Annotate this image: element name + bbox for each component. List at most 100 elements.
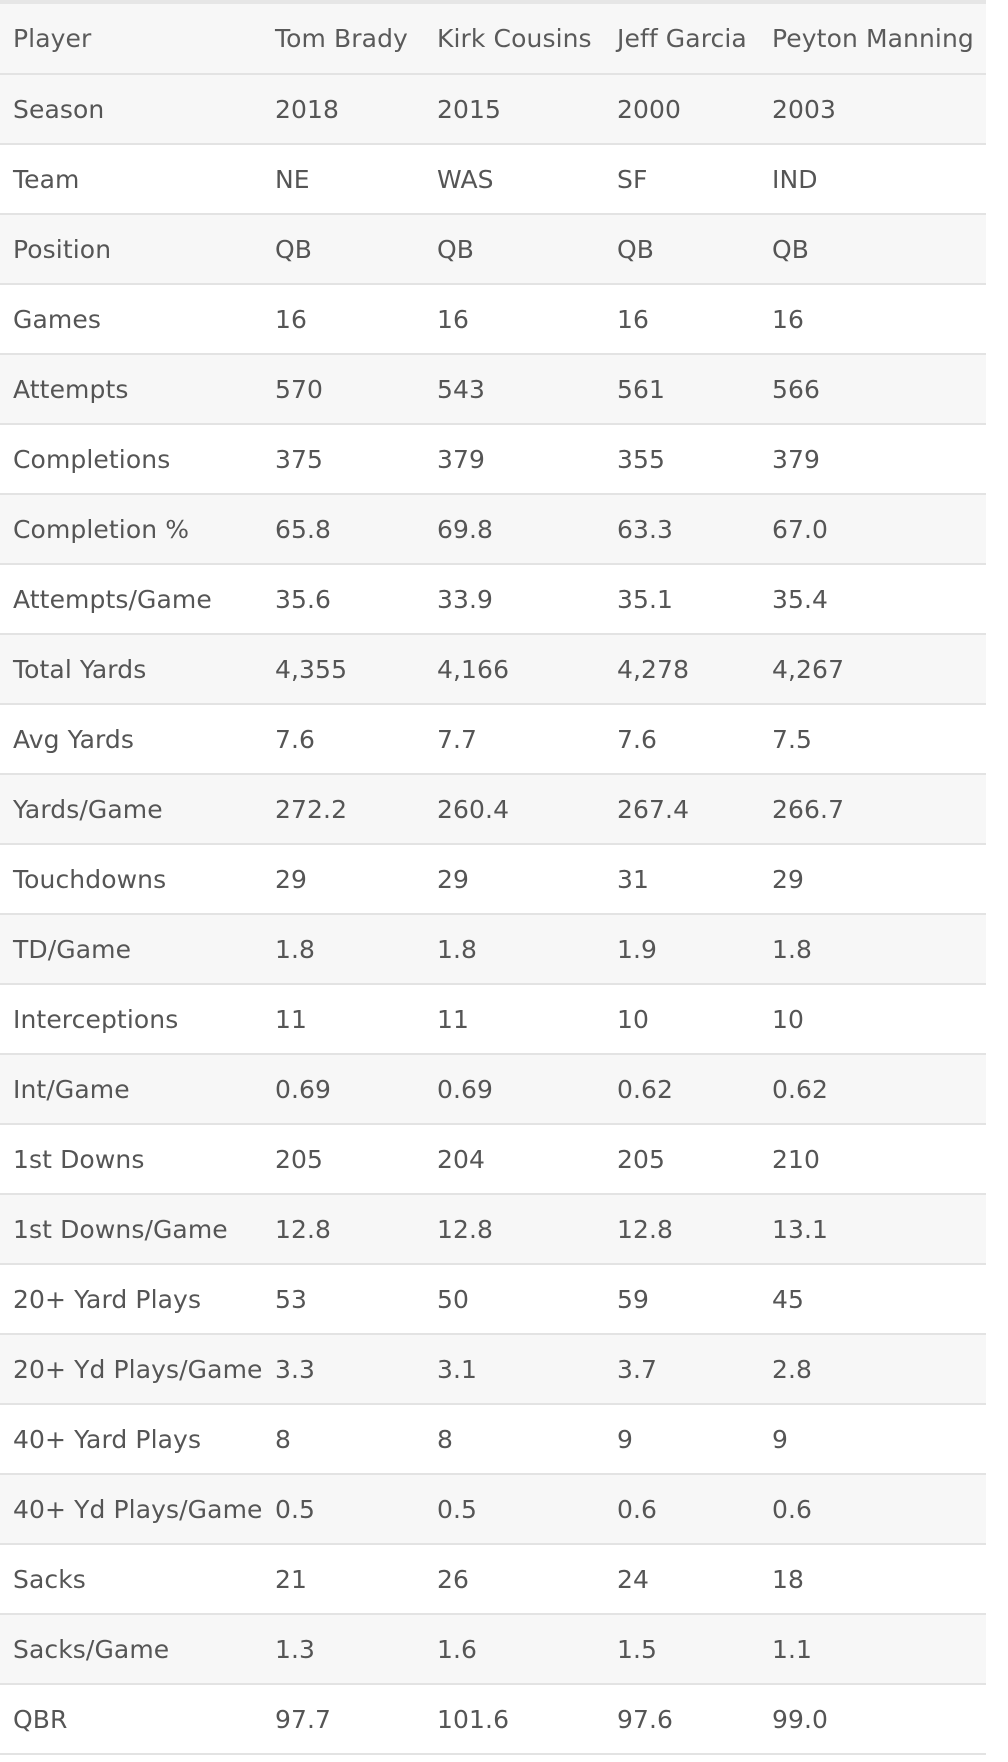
table-cell: 561 bbox=[604, 354, 759, 425]
table-cell: 8 bbox=[262, 1404, 424, 1475]
table-row: Season 2018 2015 2000 2003 bbox=[0, 74, 986, 145]
table-cell: 29 bbox=[759, 844, 986, 915]
table-row: Attempts/Game 35.6 33.9 35.1 35.4 bbox=[0, 564, 986, 635]
table-cell: 566 bbox=[759, 354, 986, 425]
table-cell: 205 bbox=[604, 1124, 759, 1195]
table-cell: 1.8 bbox=[262, 914, 424, 985]
table-row: 40+ Yd Plays/Game 0.5 0.5 0.6 0.6 bbox=[0, 1474, 986, 1545]
table-cell: 204 bbox=[424, 1124, 604, 1195]
table-cell: 267.4 bbox=[604, 774, 759, 845]
table-cell: 65.8 bbox=[262, 494, 424, 565]
table-cell: 12.8 bbox=[604, 1194, 759, 1265]
table-row: Completions 375 379 355 379 bbox=[0, 424, 986, 495]
table-cell: 53 bbox=[262, 1264, 424, 1335]
row-label: Sacks bbox=[0, 1544, 262, 1615]
table-cell: 205 bbox=[262, 1124, 424, 1195]
row-label: Sacks/Game bbox=[0, 1614, 262, 1685]
table-cell: 12.8 bbox=[424, 1194, 604, 1265]
table-cell: 3.7 bbox=[604, 1334, 759, 1405]
table-cell: 210 bbox=[759, 1124, 986, 1195]
table-row: Games 16 16 16 16 bbox=[0, 284, 986, 355]
table-cell: 1.1 bbox=[759, 1614, 986, 1685]
header-player: Tom Brady bbox=[262, 2, 424, 75]
table-cell: 7.6 bbox=[604, 704, 759, 775]
table-cell: 24 bbox=[604, 1544, 759, 1615]
table-cell: 21 bbox=[262, 1544, 424, 1615]
table-cell: 7.6 bbox=[262, 704, 424, 775]
table-cell: QB bbox=[604, 214, 759, 285]
table-row: 20+ Yard Plays 53 50 59 45 bbox=[0, 1264, 986, 1335]
table-cell: 97.7 bbox=[262, 1684, 424, 1755]
table-cell: 2003 bbox=[759, 74, 986, 145]
table-cell: 10 bbox=[604, 984, 759, 1055]
table-cell: 99.0 bbox=[759, 1684, 986, 1755]
row-label: Games bbox=[0, 284, 262, 355]
table-row: 1st Downs 205 204 205 210 bbox=[0, 1124, 986, 1195]
table-cell: 33.9 bbox=[424, 564, 604, 635]
row-label: Interceptions bbox=[0, 984, 262, 1055]
table-cell: 16 bbox=[424, 284, 604, 355]
table-row: 40+ Yard Plays 8 8 9 9 bbox=[0, 1404, 986, 1475]
table-cell: 0.62 bbox=[604, 1054, 759, 1125]
table-cell: 0.69 bbox=[262, 1054, 424, 1125]
row-label: Season bbox=[0, 74, 262, 145]
table-cell: 266.7 bbox=[759, 774, 986, 845]
table-cell: 375 bbox=[262, 424, 424, 495]
table-row: QBR 97.7 101.6 97.6 99.0 bbox=[0, 1684, 986, 1755]
header-label: Player bbox=[0, 2, 262, 75]
table-cell: 11 bbox=[424, 984, 604, 1055]
table-cell: 1.3 bbox=[262, 1614, 424, 1685]
table-cell: 18 bbox=[759, 1544, 986, 1615]
table-cell: 0.5 bbox=[424, 1474, 604, 1545]
table-row: Touchdowns 29 29 31 29 bbox=[0, 844, 986, 915]
table-cell: 272.2 bbox=[262, 774, 424, 845]
table-cell: 1.9 bbox=[604, 914, 759, 985]
table-cell: 97.6 bbox=[604, 1684, 759, 1755]
row-label: Avg Yards bbox=[0, 704, 262, 775]
table-cell: 2018 bbox=[262, 74, 424, 145]
table-row: 1st Downs/Game 12.8 12.8 12.8 13.1 bbox=[0, 1194, 986, 1265]
row-label: 40+ Yard Plays bbox=[0, 1404, 262, 1475]
stats-comparison-table-container: Player Tom Brady Kirk Cousins Jeff Garci… bbox=[0, 0, 986, 1755]
table-cell: 3.3 bbox=[262, 1334, 424, 1405]
table-cell: 0.6 bbox=[604, 1474, 759, 1545]
header-player: Kirk Cousins bbox=[424, 2, 604, 75]
table-cell: 63.3 bbox=[604, 494, 759, 565]
row-label: Position bbox=[0, 214, 262, 285]
table-cell: 11 bbox=[262, 984, 424, 1055]
table-cell: 9 bbox=[604, 1404, 759, 1475]
table-cell: 35.1 bbox=[604, 564, 759, 635]
table-row: Yards/Game 272.2 260.4 267.4 266.7 bbox=[0, 774, 986, 845]
row-label: TD/Game bbox=[0, 914, 262, 985]
table-cell: 7.7 bbox=[424, 704, 604, 775]
header-player: Jeff Garcia bbox=[604, 2, 759, 75]
player-stats-table: Player Tom Brady Kirk Cousins Jeff Garci… bbox=[0, 0, 986, 1755]
table-cell: 4,278 bbox=[604, 634, 759, 705]
table-cell: 570 bbox=[262, 354, 424, 425]
table-cell: 0.6 bbox=[759, 1474, 986, 1545]
table-cell: 260.4 bbox=[424, 774, 604, 845]
table-row: Completion % 65.8 69.8 63.3 67.0 bbox=[0, 494, 986, 565]
table-cell: 2000 bbox=[604, 74, 759, 145]
header-player: Peyton Manning bbox=[759, 2, 986, 75]
table-cell: QB bbox=[262, 214, 424, 285]
table-row: Position QB QB QB QB bbox=[0, 214, 986, 285]
table-cell: 543 bbox=[424, 354, 604, 425]
table-cell: 12.8 bbox=[262, 1194, 424, 1265]
table-row: Interceptions 11 11 10 10 bbox=[0, 984, 986, 1055]
row-label: Completions bbox=[0, 424, 262, 495]
row-label: 40+ Yd Plays/Game bbox=[0, 1474, 262, 1545]
table-cell: 16 bbox=[604, 284, 759, 355]
table-cell: 7.5 bbox=[759, 704, 986, 775]
table-cell: 379 bbox=[759, 424, 986, 495]
table-row: Sacks 21 26 24 18 bbox=[0, 1544, 986, 1615]
table-cell: 26 bbox=[424, 1544, 604, 1615]
table-body: Season 2018 2015 2000 2003 Team NE WAS SF IND Posi… bbox=[0, 74, 986, 1755]
table-cell: 69.8 bbox=[424, 494, 604, 565]
table-cell: 8 bbox=[424, 1404, 604, 1475]
table-cell: QB bbox=[424, 214, 604, 285]
table-row: Team NE WAS SF IND bbox=[0, 144, 986, 215]
table-cell: 50 bbox=[424, 1264, 604, 1335]
table-cell: 0.62 bbox=[759, 1054, 986, 1125]
row-label: Attempts bbox=[0, 354, 262, 425]
